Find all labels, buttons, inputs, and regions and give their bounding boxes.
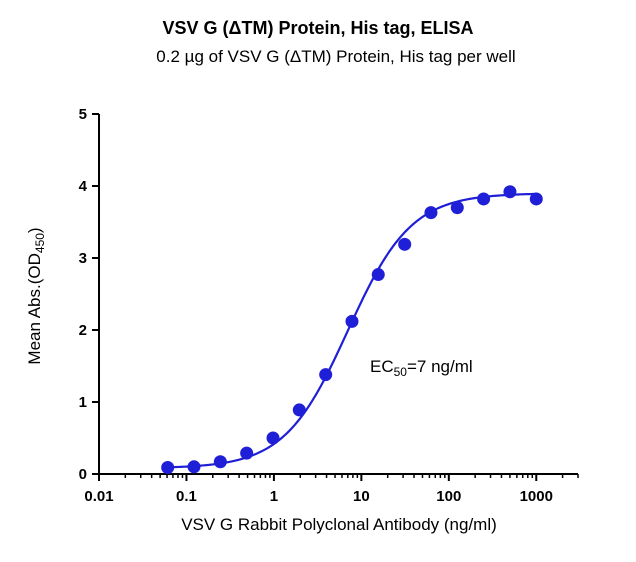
y-axis-label-suffix: ) bbox=[25, 227, 44, 233]
x-tick-label: 0.01 bbox=[84, 488, 113, 505]
x-tick-label: 1000 bbox=[520, 488, 553, 505]
ec50-suffix: =7 ng/ml bbox=[407, 357, 473, 376]
x-tick-label: 0.1 bbox=[176, 488, 197, 505]
y-axis-label-prefix: Mean Abs.(OD bbox=[25, 253, 44, 365]
chart-subtitle: 0.2 µg of VSV G (ΔTM) Protein, His tag p… bbox=[156, 47, 515, 66]
y-axis-label-subscript: 450 bbox=[33, 233, 47, 253]
chart-title: VSV G (ΔTM) Protein, His tag, ELISA bbox=[163, 18, 474, 38]
x-tick-label: 10 bbox=[353, 488, 370, 505]
y-tick-label: 4 bbox=[79, 178, 88, 195]
data-point bbox=[450, 201, 464, 215]
data-point bbox=[240, 446, 254, 460]
data-point bbox=[345, 314, 359, 328]
ec50-prefix: EC bbox=[370, 357, 394, 376]
x-axis-label: VSV G Rabbit Polyclonal Antibody (ng/ml) bbox=[181, 515, 497, 534]
data-point bbox=[371, 268, 385, 282]
data-point bbox=[213, 455, 227, 469]
fit-curve bbox=[167, 192, 537, 469]
data-point bbox=[266, 431, 280, 445]
y-axis-label: Mean Abs.(OD450) bbox=[25, 227, 47, 364]
data-point bbox=[529, 192, 543, 206]
y-tick-label: 0 bbox=[79, 466, 87, 483]
y-tick-label: 2 bbox=[79, 322, 87, 339]
ec50-annotation: EC50=7 ng/ml bbox=[370, 357, 473, 379]
data-point bbox=[319, 368, 333, 382]
data-point bbox=[161, 461, 175, 475]
data-point bbox=[292, 403, 306, 417]
x-tick-label: 1 bbox=[270, 488, 278, 505]
x-tick-label: 100 bbox=[436, 488, 461, 505]
data-point bbox=[187, 460, 201, 474]
data-point bbox=[424, 206, 438, 220]
data-point bbox=[477, 192, 491, 206]
y-tick-label: 3 bbox=[79, 250, 87, 267]
y-tick-label: 1 bbox=[79, 394, 87, 411]
data-point bbox=[398, 237, 412, 251]
plot-area: 0 1 2 3 4 5 0.01 0.1 1 10 100 1000 bbox=[79, 106, 579, 505]
y-tick-label: 5 bbox=[79, 106, 87, 123]
ec50-subscript: 50 bbox=[394, 365, 408, 379]
data-point bbox=[503, 185, 517, 199]
